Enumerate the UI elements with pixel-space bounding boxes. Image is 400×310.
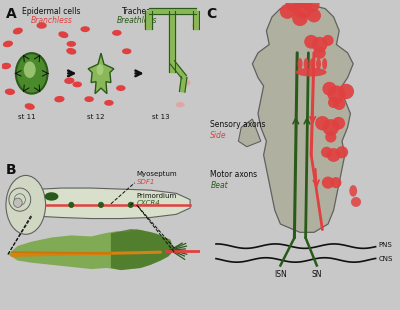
Text: SN: SN xyxy=(312,269,322,278)
Circle shape xyxy=(330,177,342,188)
Circle shape xyxy=(303,0,320,13)
Circle shape xyxy=(280,4,295,19)
Circle shape xyxy=(322,119,339,136)
Circle shape xyxy=(14,198,22,207)
Polygon shape xyxy=(18,188,190,219)
Ellipse shape xyxy=(296,68,326,77)
Circle shape xyxy=(322,176,334,189)
Ellipse shape xyxy=(5,88,15,95)
Polygon shape xyxy=(252,3,353,232)
Text: C: C xyxy=(206,7,216,21)
Ellipse shape xyxy=(144,23,153,28)
Text: Side: Side xyxy=(210,131,227,140)
Ellipse shape xyxy=(6,175,46,234)
Text: st 13: st 13 xyxy=(152,114,170,120)
Ellipse shape xyxy=(96,64,104,75)
Text: Beat: Beat xyxy=(210,181,228,190)
Ellipse shape xyxy=(37,22,46,29)
Ellipse shape xyxy=(122,48,132,54)
Text: st 12: st 12 xyxy=(87,114,105,120)
Ellipse shape xyxy=(192,23,200,28)
Text: Branchless: Branchless xyxy=(30,16,72,25)
Text: Epidermal cells: Epidermal cells xyxy=(22,7,81,16)
Circle shape xyxy=(286,0,303,12)
Text: Breathless: Breathless xyxy=(116,16,157,25)
Ellipse shape xyxy=(44,192,58,201)
Text: Myoseptum: Myoseptum xyxy=(137,171,177,178)
Circle shape xyxy=(304,35,318,49)
Circle shape xyxy=(322,82,336,95)
Ellipse shape xyxy=(304,58,309,70)
Circle shape xyxy=(333,98,345,110)
Ellipse shape xyxy=(64,78,74,84)
Ellipse shape xyxy=(80,26,90,32)
Circle shape xyxy=(98,202,104,208)
Ellipse shape xyxy=(13,28,23,34)
Ellipse shape xyxy=(322,58,327,70)
Polygon shape xyxy=(8,229,174,270)
Text: CNS: CNS xyxy=(378,255,393,262)
Circle shape xyxy=(325,131,336,143)
Circle shape xyxy=(332,117,345,130)
Ellipse shape xyxy=(66,41,76,47)
Ellipse shape xyxy=(24,61,36,78)
Ellipse shape xyxy=(16,53,48,94)
Polygon shape xyxy=(238,119,261,147)
Polygon shape xyxy=(193,11,199,29)
Circle shape xyxy=(312,37,328,52)
Circle shape xyxy=(128,202,133,208)
Polygon shape xyxy=(88,53,114,94)
Polygon shape xyxy=(111,229,174,270)
Circle shape xyxy=(336,146,348,158)
Circle shape xyxy=(351,197,361,207)
Circle shape xyxy=(321,147,332,158)
Text: PNS: PNS xyxy=(378,242,392,248)
Text: Sensory axons: Sensory axons xyxy=(210,120,266,129)
Ellipse shape xyxy=(316,58,321,70)
Ellipse shape xyxy=(298,58,302,70)
Circle shape xyxy=(69,202,74,208)
Ellipse shape xyxy=(58,31,68,38)
Ellipse shape xyxy=(104,100,114,106)
Circle shape xyxy=(315,116,330,131)
Ellipse shape xyxy=(310,58,315,70)
Polygon shape xyxy=(145,11,152,29)
Ellipse shape xyxy=(112,30,122,36)
Text: ISN: ISN xyxy=(274,269,287,278)
Text: B: B xyxy=(6,163,16,177)
Circle shape xyxy=(292,11,308,26)
Ellipse shape xyxy=(182,80,190,85)
Ellipse shape xyxy=(54,96,64,103)
Circle shape xyxy=(328,97,339,108)
Circle shape xyxy=(338,84,354,99)
Polygon shape xyxy=(180,77,187,92)
Ellipse shape xyxy=(3,41,13,47)
Text: Primordium: Primordium xyxy=(137,193,177,198)
Polygon shape xyxy=(170,61,186,79)
Circle shape xyxy=(314,47,326,59)
Ellipse shape xyxy=(1,63,11,69)
Polygon shape xyxy=(148,8,196,14)
Circle shape xyxy=(293,0,313,18)
Circle shape xyxy=(322,35,334,46)
Ellipse shape xyxy=(72,82,82,87)
Ellipse shape xyxy=(25,103,35,110)
Ellipse shape xyxy=(349,185,357,197)
Text: SDF1: SDF1 xyxy=(137,179,155,185)
Ellipse shape xyxy=(116,85,126,91)
Text: Motor axons: Motor axons xyxy=(210,170,258,179)
Circle shape xyxy=(327,148,341,162)
Text: st 11: st 11 xyxy=(18,114,36,120)
Text: Trachea: Trachea xyxy=(122,7,152,16)
Text: A: A xyxy=(6,7,17,21)
Circle shape xyxy=(295,0,311,4)
Circle shape xyxy=(328,85,345,103)
Polygon shape xyxy=(169,11,176,72)
Ellipse shape xyxy=(84,96,94,102)
Circle shape xyxy=(307,9,321,22)
Text: CXCR4: CXCR4 xyxy=(137,200,160,206)
Ellipse shape xyxy=(176,102,185,108)
Ellipse shape xyxy=(66,48,76,55)
